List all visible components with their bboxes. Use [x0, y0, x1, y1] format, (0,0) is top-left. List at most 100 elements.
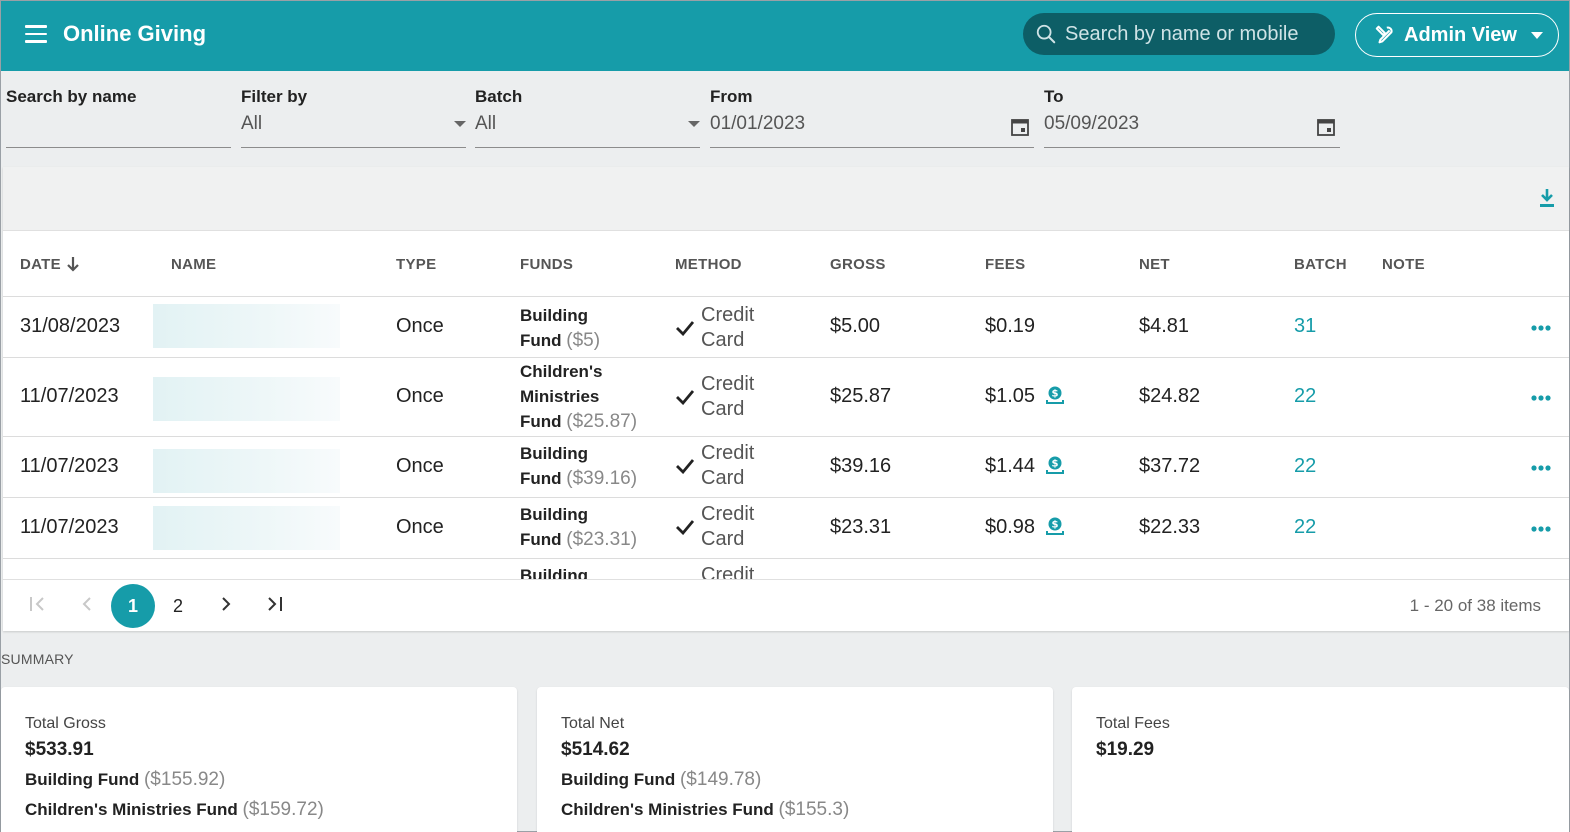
column-header-method[interactable]: METHOD: [675, 256, 742, 273]
fund-amount: ($39.16): [566, 468, 638, 489]
admin-view-button[interactable]: Admin View: [1355, 13, 1559, 57]
column-header-type[interactable]: TYPE: [396, 256, 437, 273]
fund-name: Fund: [520, 469, 562, 488]
method-cell: Credit Card: [675, 441, 815, 491]
to-label: To: [1044, 87, 1064, 106]
fees-cell: $1.05 $: [985, 385, 1065, 408]
fund-amount: ($159.72): [242, 799, 324, 820]
to-date-value[interactable]: 05/09/2023: [1044, 113, 1140, 134]
last-page-icon[interactable]: [263, 592, 287, 616]
total-gross-title: Total Gross: [25, 715, 106, 732]
hamburger-menu-icon[interactable]: [25, 25, 47, 43]
fee-coverage-icon[interactable]: $: [1045, 455, 1065, 475]
table-body: 31/08/2023 Once Building Fund ($5) Credit…: [3, 297, 1569, 579]
global-search[interactable]: [1023, 13, 1335, 55]
fee-coverage-icon[interactable]: $: [1045, 385, 1065, 405]
batch-link[interactable]: 22: [1294, 455, 1317, 477]
calendar-icon[interactable]: [1010, 117, 1030, 137]
column-header-name[interactable]: NAME: [171, 256, 217, 273]
page-button-1[interactable]: 1: [111, 584, 155, 628]
column-header-batch[interactable]: BATCH: [1294, 256, 1347, 273]
method-cell: Credit Card: [675, 372, 815, 422]
page-button-2[interactable]: 2: [172, 596, 183, 616]
fund-breakdown-line: Children's Ministries Fund ($159.72): [25, 799, 493, 821]
pagination: 1 2 1 - 20 of 38 items: [3, 579, 1569, 631]
batch-label: Batch: [475, 87, 523, 106]
prev-page-icon[interactable]: [75, 592, 99, 616]
column-header-fees[interactable]: FEES: [985, 256, 1026, 273]
batch-select[interactable]: Batch All: [475, 87, 700, 148]
search-by-name-filter[interactable]: Search by name: [6, 87, 231, 148]
date-cell: 11/07/2023: [20, 385, 119, 407]
more-options-icon[interactable]: [1531, 325, 1551, 331]
fees-value: $0.98: [985, 516, 1036, 538]
more-options-icon[interactable]: [1531, 526, 1551, 532]
fees-value: $1.44: [985, 455, 1036, 477]
fund-name: Building: [520, 306, 588, 325]
check-icon: [676, 459, 695, 474]
global-search-input[interactable]: [1065, 22, 1325, 46]
table-row[interactable]: Building Credit: [3, 559, 1569, 579]
fees-cell: $0.19: [985, 315, 1036, 337]
name-cell-redacted[interactable]: [153, 377, 340, 421]
check-icon: [676, 321, 695, 336]
next-page-icon[interactable]: [214, 592, 238, 616]
download-icon[interactable]: [1537, 187, 1557, 209]
more-options-icon[interactable]: [1531, 395, 1551, 401]
method-text: Card: [701, 528, 745, 550]
column-header-date-label: DATE: [20, 256, 61, 273]
fee-coverage-icon[interactable]: $: [1045, 516, 1065, 536]
filter-by-value[interactable]: All: [241, 113, 263, 134]
field-underline: [6, 147, 231, 148]
funds-cell: Building: [520, 563, 670, 579]
type-cell: Once: [396, 516, 444, 538]
to-date-field[interactable]: To 05/09/2023: [1044, 87, 1340, 148]
gross-cell: $5.00: [830, 315, 881, 337]
batch-link[interactable]: 22: [1294, 385, 1317, 407]
table-row[interactable]: 11/07/2023 Once Building Fund ($39.16) Cr…: [3, 437, 1569, 498]
first-page-icon[interactable]: [25, 592, 49, 616]
funds-cell: Children's Ministries Fund ($25.87): [520, 359, 670, 434]
calendar-icon[interactable]: [1316, 117, 1336, 137]
name-cell-redacted[interactable]: [153, 506, 340, 550]
batch-link[interactable]: 22: [1294, 516, 1317, 538]
from-date-field[interactable]: From 01/01/2023: [710, 87, 1034, 148]
table-row[interactable]: 11/07/2023 Once Building Fund ($23.31) Cr…: [3, 498, 1569, 559]
more-options-icon[interactable]: [1531, 465, 1551, 471]
total-gross-value: $533.91: [25, 739, 94, 760]
table-row[interactable]: 31/08/2023 Once Building Fund ($5) Credit…: [3, 297, 1569, 358]
type-cell: Once: [396, 455, 444, 477]
date-cell: 11/07/2023: [20, 516, 119, 538]
dropdown-caret-icon[interactable]: [688, 121, 700, 127]
from-date-value[interactable]: 01/01/2023: [710, 113, 806, 134]
column-header-gross[interactable]: GROSS: [830, 256, 886, 273]
total-net-card: Total Net $514.62 Building Fund ($149.78…: [537, 687, 1053, 832]
fees-cell: $1.44 $: [985, 455, 1065, 478]
date-cell: 31/08/2023: [20, 315, 121, 337]
method-cell: Credit Card: [675, 502, 815, 552]
gross-cell: $25.87: [830, 385, 892, 407]
method-text: Card: [701, 329, 745, 351]
column-header-funds[interactable]: FUNDS: [520, 256, 574, 273]
name-cell-redacted[interactable]: [153, 304, 340, 348]
method-text: Credit: [701, 373, 755, 395]
filter-by-select[interactable]: Filter by All: [241, 87, 466, 148]
total-fees-value: $19.29: [1096, 739, 1155, 760]
dropdown-caret-icon[interactable]: [454, 121, 466, 127]
name-cell-redacted[interactable]: [153, 449, 340, 493]
column-header-net[interactable]: NET: [1139, 256, 1170, 273]
column-header-date[interactable]: DATE: [20, 256, 79, 273]
fund-breakdown-line: Building Fund ($155.92): [25, 769, 493, 791]
funds-cell: Building Fund ($5): [520, 303, 670, 353]
column-header-note[interactable]: NOTE: [1382, 256, 1425, 273]
fund-name: Building: [520, 566, 588, 579]
type-cell: Once: [396, 315, 444, 337]
batch-value[interactable]: All: [475, 113, 497, 134]
table-row[interactable]: 11/07/2023 Once Children's Ministries Fund…: [3, 358, 1569, 437]
search-by-name-label: Search by name: [6, 87, 137, 106]
fund-name: Ministries: [520, 387, 600, 406]
fund-name: Building: [520, 505, 588, 524]
batch-link[interactable]: 31: [1294, 315, 1317, 337]
sort-down-icon[interactable]: [67, 256, 79, 272]
search-by-name-input[interactable]: [6, 113, 231, 141]
